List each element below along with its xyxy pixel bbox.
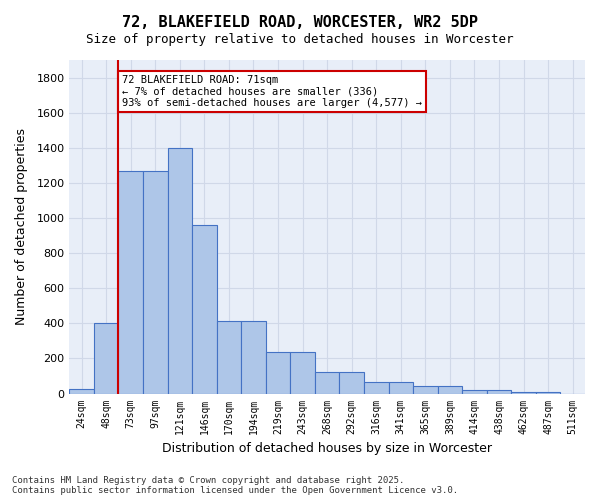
Bar bbox=[143, 172, 167, 394]
Bar bbox=[487, 390, 511, 394]
Bar bbox=[536, 392, 560, 394]
Text: Size of property relative to detached houses in Worcester: Size of property relative to detached ho… bbox=[86, 32, 514, 46]
Bar bbox=[315, 372, 340, 394]
Bar bbox=[167, 148, 192, 394]
Text: Contains HM Land Registry data © Crown copyright and database right 2025.
Contai: Contains HM Land Registry data © Crown c… bbox=[12, 476, 458, 495]
Bar bbox=[70, 389, 94, 394]
Bar bbox=[511, 392, 536, 394]
Bar bbox=[192, 225, 217, 394]
Bar bbox=[118, 172, 143, 394]
Bar bbox=[413, 386, 437, 394]
Bar bbox=[241, 320, 266, 394]
Bar bbox=[217, 320, 241, 394]
Bar bbox=[364, 382, 389, 394]
Bar bbox=[340, 372, 364, 394]
Bar bbox=[94, 324, 118, 394]
Bar bbox=[462, 390, 487, 394]
Text: 72 BLAKEFIELD ROAD: 71sqm
← 7% of detached houses are smaller (336)
93% of semi-: 72 BLAKEFIELD ROAD: 71sqm ← 7% of detach… bbox=[122, 75, 422, 108]
Bar bbox=[389, 382, 413, 394]
Y-axis label: Number of detached properties: Number of detached properties bbox=[15, 128, 28, 326]
Bar bbox=[266, 352, 290, 394]
X-axis label: Distribution of detached houses by size in Worcester: Distribution of detached houses by size … bbox=[162, 442, 492, 455]
Bar bbox=[290, 352, 315, 394]
Text: 72, BLAKEFIELD ROAD, WORCESTER, WR2 5DP: 72, BLAKEFIELD ROAD, WORCESTER, WR2 5DP bbox=[122, 15, 478, 30]
Bar bbox=[437, 386, 462, 394]
